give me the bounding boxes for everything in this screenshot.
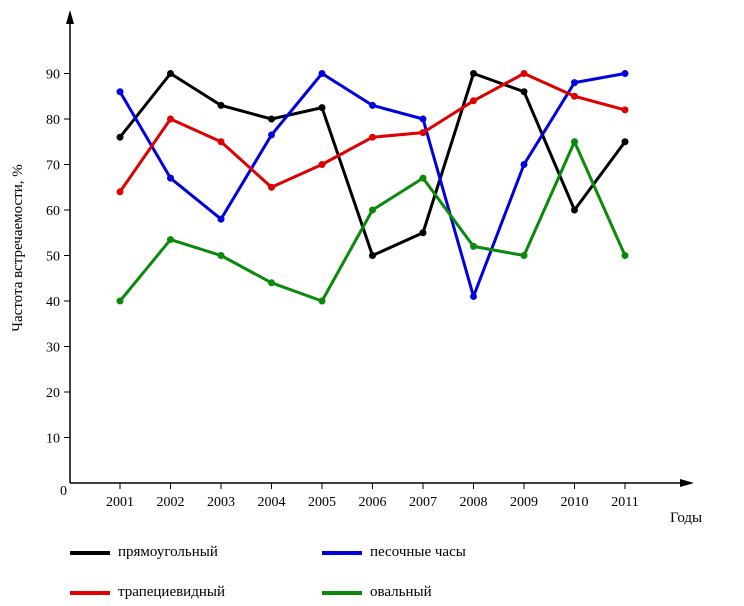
y-tick-label: 80 — [46, 113, 60, 128]
y-tick-label: 70 — [46, 159, 60, 174]
data-point — [318, 161, 326, 168]
data-point — [419, 129, 427, 137]
x-tick-label: 2006 — [359, 495, 387, 510]
data-point — [116, 133, 124, 141]
data-point — [167, 174, 174, 182]
series-line — [118, 140, 627, 303]
data-point — [419, 229, 427, 237]
y-axis-title: Частота встречаемости, % — [10, 164, 26, 332]
data-point — [217, 101, 225, 109]
data-point — [369, 252, 376, 259]
data-point — [268, 131, 275, 139]
y-tick-label: 60 — [46, 204, 60, 219]
data-point — [217, 215, 225, 223]
data-point — [470, 242, 477, 250]
x-tick-label: 2001 — [106, 495, 134, 510]
x-tick-label: 2007 — [409, 495, 437, 510]
series-2 — [116, 70, 629, 196]
x-axis-arrow — [680, 479, 694, 487]
x-axis-title: Годы — [670, 510, 702, 526]
data-point — [268, 183, 275, 191]
data-point — [470, 292, 477, 300]
data-point — [621, 70, 629, 77]
data-point — [167, 236, 174, 244]
data-point — [571, 206, 578, 214]
x-tick-label: 2010 — [561, 495, 589, 510]
data-point — [318, 297, 326, 305]
data-point — [369, 206, 376, 214]
axes — [66, 10, 694, 487]
data-point — [571, 138, 578, 146]
data-point — [621, 138, 629, 146]
data-point — [217, 252, 225, 259]
x-tick-label: 2004 — [258, 495, 286, 510]
y-tick-label: 90 — [46, 68, 60, 83]
y-tick-label: 40 — [46, 295, 60, 310]
x-tick-label: 2002 — [157, 495, 185, 510]
data-point — [621, 106, 629, 114]
data-point — [268, 115, 275, 123]
x-tick-label: 2003 — [207, 495, 235, 510]
data-point — [520, 252, 528, 259]
series-1 — [116, 70, 629, 300]
data-point — [318, 104, 326, 112]
ticks: 10 20 30 40 50 60 70 80 90 2001 2002 2003 2004 2005 20… — [46, 68, 639, 511]
data-point — [116, 297, 124, 305]
data-point — [419, 115, 427, 123]
data-point — [318, 70, 326, 77]
data-point — [571, 92, 578, 100]
series-line — [118, 72, 626, 193]
data-point — [520, 88, 528, 96]
data-point — [167, 115, 174, 123]
data-point — [268, 279, 275, 287]
series-3 — [116, 138, 629, 305]
y-axis-arrow — [66, 10, 74, 24]
series-group — [116, 70, 629, 305]
data-point — [571, 79, 578, 87]
data-point — [167, 70, 174, 77]
data-point — [520, 70, 528, 77]
y-tick-label: 50 — [46, 250, 60, 265]
data-point — [520, 161, 528, 168]
data-point — [621, 252, 629, 259]
y-tick-label: 20 — [46, 386, 60, 401]
data-point — [470, 97, 477, 105]
series-line — [118, 72, 627, 257]
y-tick-label: 30 — [46, 341, 60, 356]
data-point — [470, 70, 477, 77]
x-tick-label: 2008 — [460, 495, 488, 510]
x-tick-label: 2009 — [510, 495, 538, 510]
series-0 — [116, 70, 629, 259]
data-point — [369, 133, 376, 141]
x-tick-label: 2011 — [611, 495, 638, 510]
y-tick-label: 10 — [46, 432, 60, 447]
data-point — [217, 138, 225, 146]
x-tick-label: 2005 — [308, 495, 336, 510]
data-point — [419, 174, 427, 182]
data-point — [369, 101, 376, 109]
data-point — [116, 88, 124, 96]
origin-label: 0 — [60, 484, 67, 499]
data-point — [116, 188, 124, 196]
